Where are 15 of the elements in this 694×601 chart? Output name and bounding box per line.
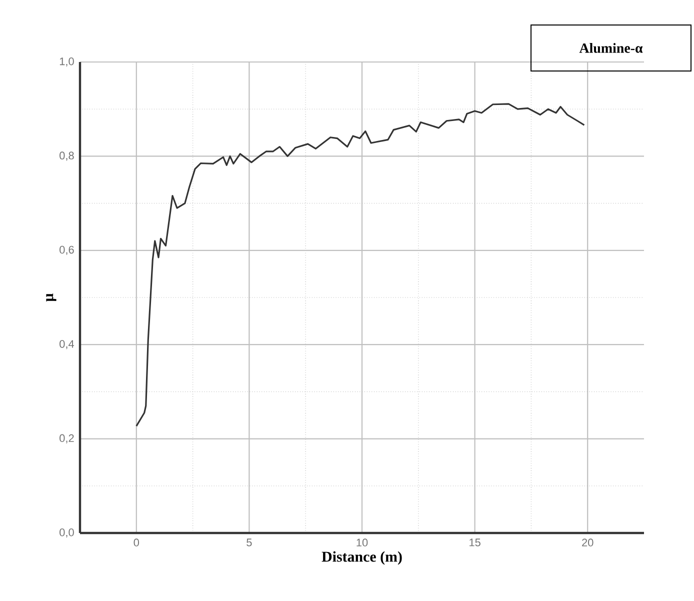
x-tick-label: 10 bbox=[356, 538, 368, 546]
y-tick-label: 0,6 bbox=[60, 246, 74, 255]
x-tick-label: 0 bbox=[134, 538, 140, 546]
x-tick-label: 5 bbox=[246, 538, 252, 546]
line-series bbox=[136, 103, 586, 427]
x-axis-title: Distance (m) bbox=[322, 551, 402, 565]
y-tick-label: 1,0 bbox=[60, 57, 74, 67]
chart-title: Alumine-α bbox=[579, 43, 643, 53]
y-axis-title: μ bbox=[46, 293, 56, 302]
x-tick-label: 20 bbox=[582, 538, 594, 546]
y-tick-label: 0,0 bbox=[60, 528, 74, 538]
y-tick-label: 0,8 bbox=[60, 152, 74, 161]
y-tick-label: 0,4 bbox=[60, 340, 74, 350]
x-tick-label: 15 bbox=[470, 538, 480, 546]
y-tick-label: 0,2 bbox=[60, 434, 74, 444]
